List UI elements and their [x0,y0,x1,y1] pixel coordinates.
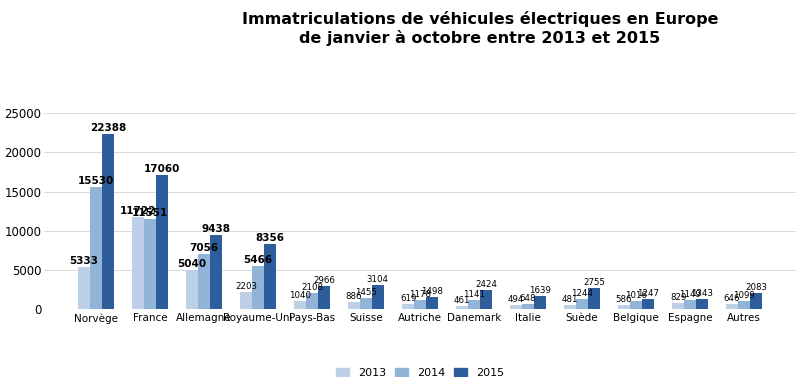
Bar [672,303,684,309]
Bar [468,300,480,309]
Bar [402,304,414,309]
Text: 11722: 11722 [120,206,156,216]
Bar [78,267,90,309]
Text: 2203: 2203 [235,282,257,291]
Bar [252,266,264,309]
Bar [144,219,156,309]
Text: 646: 646 [724,294,740,303]
Bar [522,304,534,309]
Text: 586: 586 [616,294,632,303]
Text: 11551: 11551 [132,208,168,218]
Bar [684,300,696,309]
Bar [90,187,102,309]
Text: 2108: 2108 [301,283,323,292]
Text: 1244: 1244 [571,290,593,299]
Bar [630,301,642,309]
Bar [348,302,360,309]
Bar [294,301,306,309]
Bar [372,285,384,309]
Bar [480,290,492,309]
Text: 1016: 1016 [625,291,647,300]
Text: 461: 461 [454,296,470,305]
Text: 1343: 1343 [691,289,713,298]
Text: 5040: 5040 [178,259,206,269]
Bar [738,300,750,309]
Text: 648: 648 [520,294,536,303]
Text: 1455: 1455 [355,288,377,297]
Text: 1498: 1498 [421,287,443,296]
Text: 17060: 17060 [144,164,180,175]
Text: 829: 829 [670,293,686,302]
Bar [318,286,330,309]
Bar [198,254,210,309]
Text: 9438: 9438 [202,224,230,234]
Bar [534,296,546,309]
Text: 2966: 2966 [313,276,335,285]
Text: 1141: 1141 [463,290,485,299]
Text: 2755: 2755 [583,277,605,287]
Bar [510,305,522,309]
Bar [102,133,114,309]
Text: 494: 494 [508,295,524,304]
Text: 1040: 1040 [289,291,311,300]
Bar [618,305,630,309]
Text: 2424: 2424 [475,280,497,289]
Bar [306,293,318,309]
Text: 481: 481 [562,296,578,304]
Bar [726,304,738,309]
Bar [210,235,222,309]
Bar [186,270,198,309]
Text: 5333: 5333 [70,256,98,267]
Text: 5466: 5466 [243,255,273,265]
Text: 886: 886 [346,292,362,301]
Text: 1178: 1178 [409,290,431,299]
Text: 3104: 3104 [367,275,389,284]
Bar [414,300,426,309]
Legend: 2013, 2014, 2015: 2013, 2014, 2015 [335,368,505,377]
Bar [696,299,708,309]
Bar [564,305,576,309]
Text: 8356: 8356 [255,233,284,243]
Bar [132,217,144,309]
Bar [360,298,372,309]
Text: 15530: 15530 [78,176,114,186]
Bar [642,299,654,309]
Text: 1149: 1149 [679,290,701,299]
Text: Immatriculations de véhicules électriques en Europe
de janvier à octobre entre 2: Immatriculations de véhicules électrique… [242,11,718,46]
Bar [156,175,168,309]
Text: 7056: 7056 [190,243,218,253]
Text: 1099: 1099 [733,291,755,300]
Bar [456,305,468,309]
Bar [750,293,762,309]
Bar [588,288,600,309]
Bar [240,292,252,309]
Text: 1247: 1247 [637,290,659,299]
Bar [576,299,588,309]
Text: 2083: 2083 [745,283,767,292]
Text: 619: 619 [400,294,416,303]
Bar [426,297,438,309]
Text: 1639: 1639 [529,287,551,295]
Text: 22388: 22388 [90,123,126,133]
Bar [264,244,276,309]
